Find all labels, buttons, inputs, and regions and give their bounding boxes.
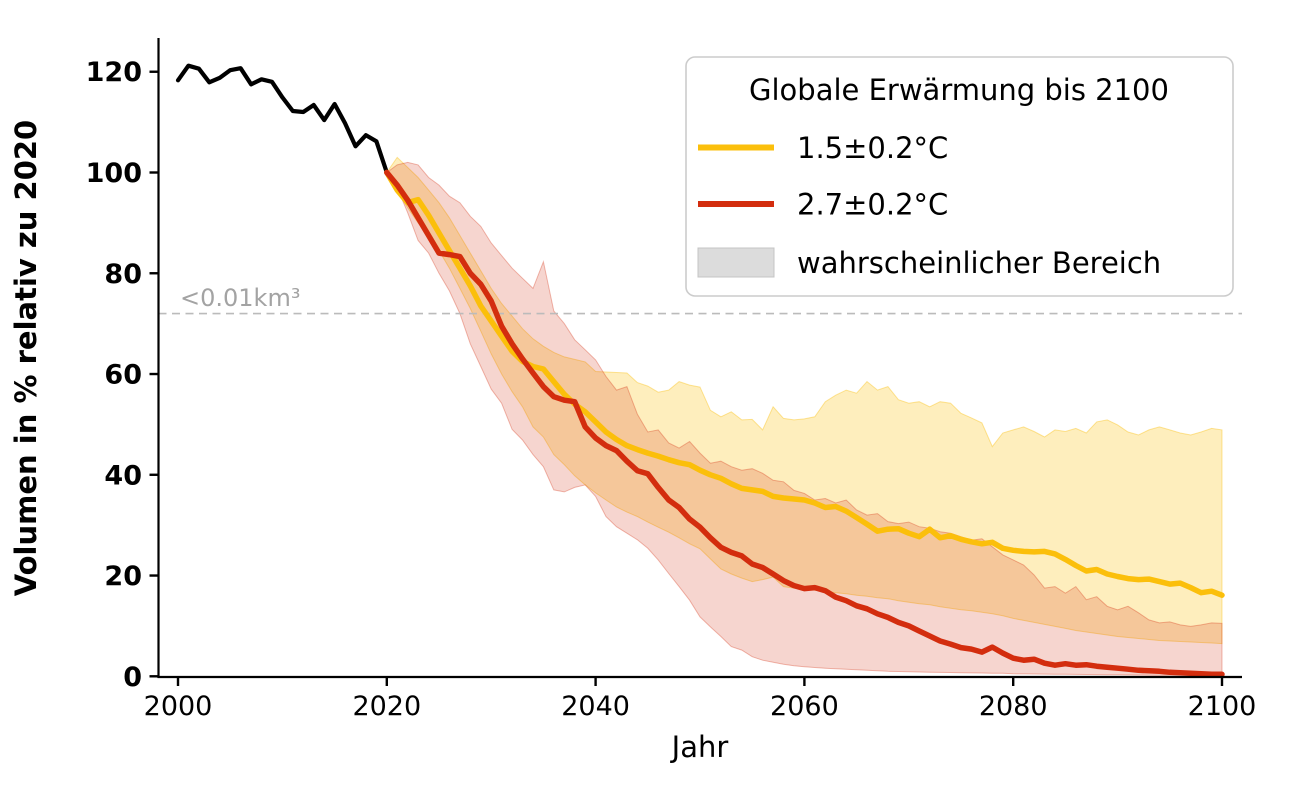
legend-label-1-5C: 1.5±0.2°C <box>797 131 948 165</box>
y-axis-ticks: 0 20 40 60 80 100 120 <box>86 57 159 693</box>
y-tick-label: 20 <box>104 561 142 592</box>
x-tick-label: 2040 <box>561 691 630 722</box>
legend-label-likely-range: wahrscheinlicher Bereich <box>797 246 1161 280</box>
legend-title: Globale Erwärmung bis 2100 <box>749 73 1169 107</box>
y-tick-label: 40 <box>104 460 142 491</box>
uncertainty-band-1.5±0.2°C <box>386 156 1223 645</box>
uncertainty-bands <box>386 156 1223 676</box>
series-lines <box>175 63 1225 678</box>
threshold-label: <0.01km³ <box>180 284 300 312</box>
x-tick-label: 2000 <box>144 691 213 722</box>
y-tick-label: 80 <box>104 259 142 290</box>
legend-swatch-likely-range <box>697 247 775 278</box>
y-tick-label: 100 <box>86 158 142 189</box>
x-tick-label: 2080 <box>979 691 1048 722</box>
y-tick-label: 60 <box>104 360 142 391</box>
x-axis-ticks: 2000 2020 2040 2060 2080 2100 <box>144 677 1257 722</box>
uncertainty-band-2.7±0.2°C <box>386 161 1223 676</box>
x-tick-label: 2100 <box>1188 691 1257 722</box>
y-tick-label: 0 <box>123 662 142 693</box>
y-tick-label: 120 <box>86 57 142 88</box>
y-axis-label: Volumen in % relativ zu 2020 <box>9 120 43 596</box>
x-tick-label: 2060 <box>770 691 839 722</box>
legend-box <box>685 56 1234 297</box>
x-tick-label: 2020 <box>352 691 421 722</box>
median-line-2.7±0.2°C <box>384 169 1225 678</box>
historical-line <box>175 63 389 175</box>
x-axis-label: Jahr <box>670 730 729 764</box>
legend-label-2-7C: 2.7±0.2°C <box>797 188 948 222</box>
legend: Globale Erwärmung bis 2100 1.5±0.2°C 2.7… <box>685 56 1234 297</box>
